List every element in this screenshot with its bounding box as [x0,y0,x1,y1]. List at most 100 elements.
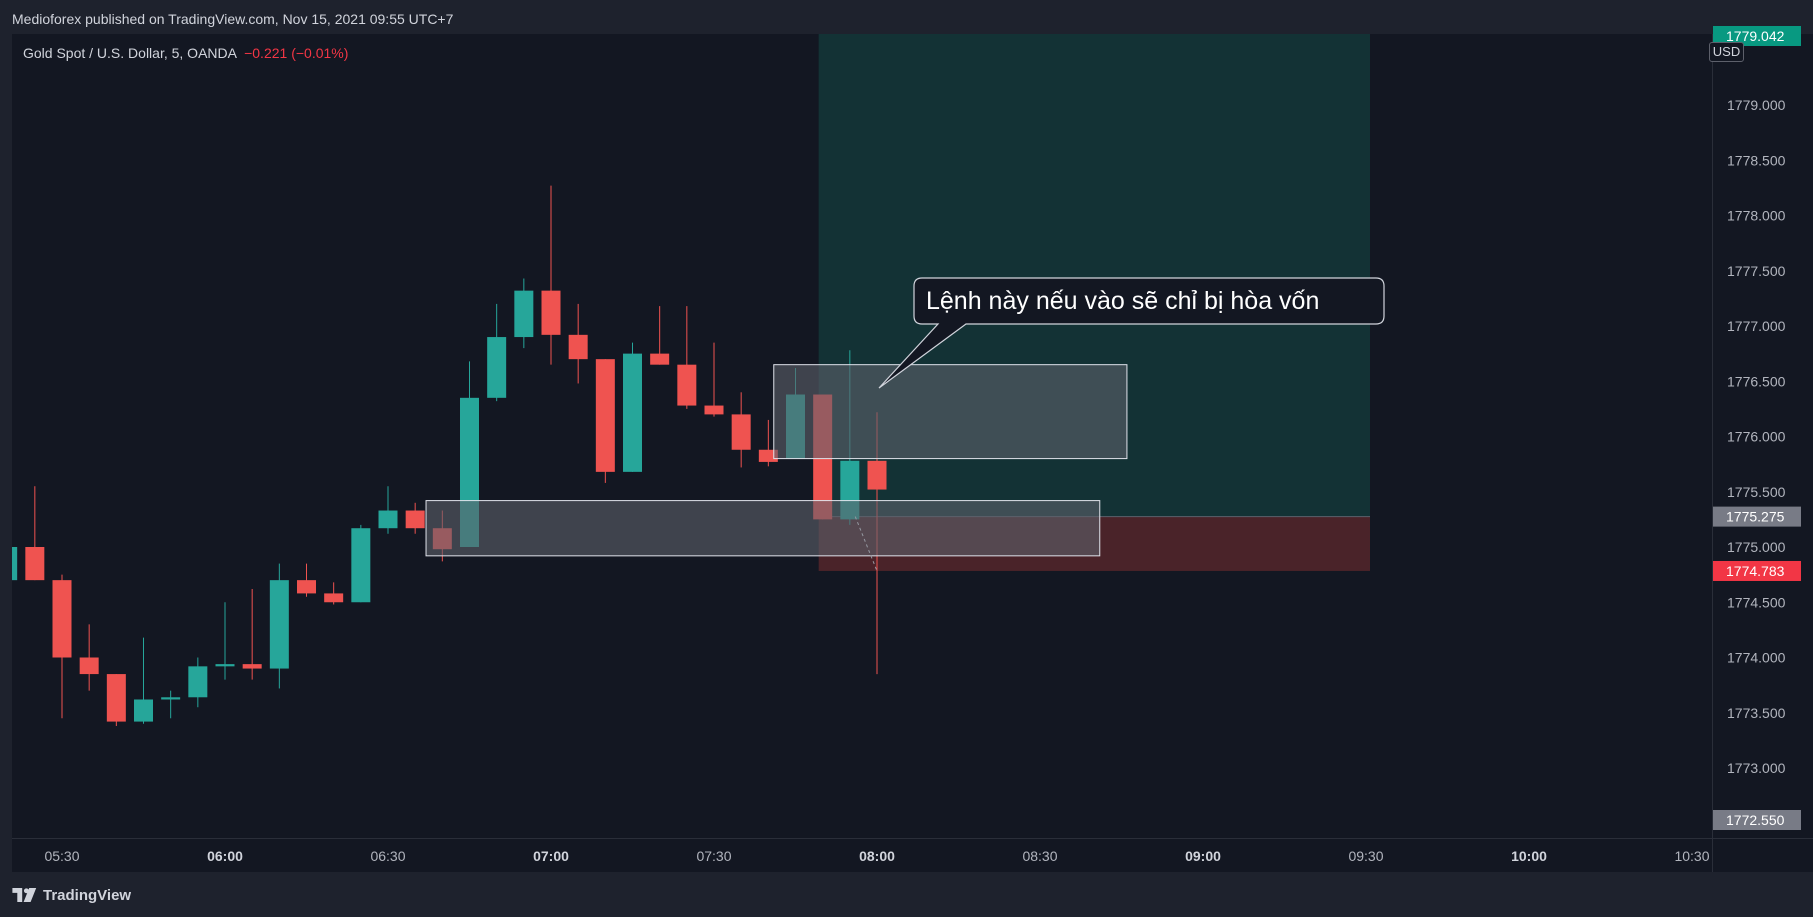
candle-27 [731,392,751,468]
target-price-label-bg [1713,26,1801,46]
candle-body [25,547,45,581]
y-tick-label: 1776.000 [1727,429,1786,445]
y-tick-label: 1774.500 [1727,594,1786,610]
candle-28 [758,419,778,467]
candle-body [52,580,72,658]
candle-13 [351,524,371,603]
candle-body [405,510,425,529]
candle-20 [541,185,561,365]
candle-19 [514,278,534,349]
candle-body [161,697,181,700]
x-tick-label: 09:00 [1185,848,1221,864]
x-tick-label: 08:00 [859,848,895,864]
candle-body [595,359,615,472]
candle-body [378,510,398,529]
zone-box-0 [773,364,1128,460]
candle-body [568,334,588,360]
candle-25 [677,306,697,409]
low-price-label: 1772.550 [1713,810,1801,830]
candle-body [623,353,642,472]
candle-6 [161,690,181,719]
candle-body [514,290,534,338]
candle-body [867,460,887,490]
stop-price-label-bg [1713,560,1801,581]
y-tick-label: 1773.500 [1727,705,1786,721]
brand-name: TradingView [43,886,132,904]
candle-1 [25,486,45,581]
currency-button[interactable]: USD [1709,42,1744,62]
y-tick-label: 1777.000 [1727,318,1786,334]
y-tick-label: 1776.500 [1727,373,1786,389]
candle-body [242,664,262,669]
candle-12 [324,582,344,605]
candle-body [188,666,208,698]
candle-body [351,528,371,603]
candle-2 [52,574,72,719]
x-tick-label: 06:00 [207,848,243,864]
price-pane [12,34,1385,727]
candle-8 [215,602,235,680]
y-tick-label: 1779.000 [1727,97,1786,113]
top-bar: Medioforex published on TradingView.com,… [0,0,1813,34]
annotation-callout-text: Lệnh này nếu vào sẽ chỉ bị hòa vốn [926,287,1320,315]
candle-7 [188,657,208,708]
candle-body [215,664,235,667]
candle-22 [595,359,615,483]
current-price-label: 1775.275 [1713,506,1801,527]
candle-body [79,657,99,675]
x-tick-label: 06:30 [370,848,405,864]
y-tick-label: 1775.500 [1727,484,1786,500]
x-tick-label: 07:30 [696,848,731,864]
candle-body [12,547,18,581]
position-connector [854,516,878,572]
current-price-label-text: 1775.275 [1726,509,1785,525]
symbol-legend: Gold Spot / U.S. Dollar, 5, OANDA −0.221… [23,45,348,61]
target-price-label-text: 1779.042 [1726,28,1785,44]
candle-body [704,405,724,415]
candle-24 [650,306,670,365]
candlestick-chart[interactable]: 1773.000 1773.500 1774.000 1774.500 1775.000… [0,0,1813,872]
zone-box-1 [425,500,1101,557]
tradingview-logo[interactable]: TradingView [12,886,131,904]
candle-18 [487,303,507,402]
y-tick-label: 1774.000 [1727,650,1786,666]
x-tick-label: 09:30 [1348,848,1383,864]
y-tick-label: 1778.500 [1727,152,1786,168]
x-tick-label: 10:00 [1511,848,1547,864]
candle-3 [79,624,99,691]
candle-body [324,593,344,603]
candle-9 [242,588,262,680]
candle-body [487,337,507,398]
stop-price-label-text: 1774.783 [1726,563,1785,579]
candle-0 [12,547,18,581]
candle-body [758,449,778,462]
footer-bar [0,872,1813,917]
annotation-callout [878,277,1385,389]
candle-body [731,414,751,450]
tradingview-logo-icon [12,888,37,902]
candle-body [650,353,670,365]
stop-price-label: 1774.783 [1713,560,1801,581]
price-change: −0.221 (−0.01%) [244,45,349,61]
candle-body [297,580,316,594]
low-price-label-bg [1713,810,1801,830]
candle-body [269,580,289,669]
candle-5 [134,637,153,724]
candle-10 [269,563,289,689]
candle-26 [704,342,724,417]
low-price-label-text: 1772.550 [1726,812,1785,828]
y-tick-label: 1777.500 [1727,263,1786,279]
candle-14 [378,486,398,534]
candle-23 [623,342,642,472]
x-tick-label: 08:30 [1022,848,1057,864]
candle-body [541,290,561,335]
y-tick-label: 1773.000 [1727,760,1786,776]
published-caption: Medioforex published on TradingView.com,… [12,11,454,27]
symbol-name: Gold Spot / U.S. Dollar, 5, OANDA [23,45,237,61]
candle-21 [568,303,588,384]
candle-15 [405,502,425,534]
candle-11 [297,563,316,597]
candle-body [677,364,697,406]
x-tick-label: 05:30 [44,848,79,864]
y-tick-label: 1775.000 [1727,539,1786,555]
